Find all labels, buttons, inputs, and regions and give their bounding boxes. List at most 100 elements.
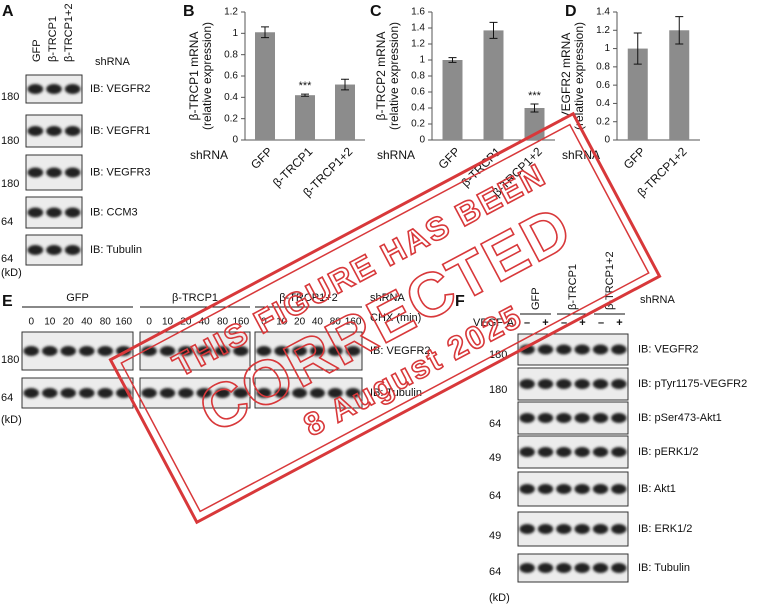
band [519, 447, 535, 457]
time-label: 40 [312, 317, 324, 328]
band [196, 388, 212, 398]
band [574, 447, 590, 457]
lane-title: shRNA [370, 292, 406, 304]
time-label: 0 [146, 317, 152, 328]
y-tick-label: 0.2 [224, 113, 238, 124]
blot-label: IB: Tubulin [638, 562, 690, 574]
error-bar [341, 78, 349, 91]
time-label: 20 [180, 317, 192, 328]
band [519, 524, 535, 534]
band [574, 379, 590, 389]
band [60, 346, 77, 356]
band [46, 126, 62, 136]
treatment-sign: + [542, 317, 548, 329]
band [64, 245, 81, 255]
time-label: 160 [115, 317, 132, 328]
y-tick-label: 0 [604, 135, 610, 146]
band [537, 413, 554, 423]
blot [21, 377, 134, 409]
y-tick-label: 0.6 [596, 80, 610, 91]
group-label: β-TRCP1 [172, 292, 218, 304]
band [611, 484, 627, 494]
bar [669, 30, 690, 141]
blot [139, 377, 251, 409]
time-label: 10 [44, 317, 56, 328]
blot [139, 331, 251, 371]
band [592, 344, 609, 355]
band [309, 388, 325, 398]
blot-label: IB: ERK1/2 [638, 523, 692, 535]
band [41, 346, 58, 356]
band [574, 484, 590, 494]
band [256, 388, 272, 398]
y-axis-label: (relative expression) [200, 22, 214, 130]
band [46, 167, 62, 178]
band [345, 346, 361, 356]
band [78, 346, 95, 356]
y-tick-label: 0.8 [411, 71, 425, 82]
lane-label: GFP [31, 39, 43, 62]
group-label: GFP [66, 292, 89, 304]
panel-label: F [455, 293, 465, 310]
band [327, 346, 343, 356]
mw-marker: 64 [489, 490, 501, 502]
bar [295, 95, 315, 140]
time-label: 160 [345, 317, 362, 328]
blot-label: IB: pSer473-Akt1 [638, 412, 722, 424]
blot [254, 331, 363, 371]
blot-label: IB: VEGFR1 [90, 125, 151, 137]
error-bar [301, 93, 309, 97]
bar [442, 60, 463, 140]
lane-title: shRNA [95, 56, 131, 68]
y-tick-label: 1 [232, 28, 238, 39]
y-tick-label: 1.6 [411, 7, 425, 18]
band [592, 447, 609, 457]
y-axis-label: VEGFR2 mRNA [559, 33, 573, 120]
y-tick-label: 1 [604, 43, 610, 54]
time-label: 80 [217, 317, 229, 328]
band [611, 344, 627, 355]
band [611, 524, 627, 534]
band [141, 388, 157, 398]
mw-marker: 180 [1, 91, 19, 103]
band [41, 388, 58, 398]
mw-marker: 64 [489, 566, 501, 578]
band [274, 346, 290, 356]
mw-marker: 64 [489, 418, 501, 430]
y-tick-label: 0 [232, 135, 238, 146]
band [64, 207, 81, 218]
band [233, 346, 249, 356]
time-label: 0 [261, 317, 267, 328]
band [519, 484, 535, 494]
band [46, 84, 62, 94]
band [611, 413, 627, 423]
band [64, 167, 81, 178]
unit-label: (kD) [1, 414, 22, 426]
band [537, 379, 554, 389]
treatment-sign: – [598, 317, 604, 329]
error-bar [448, 57, 457, 63]
x-axis-label: shRNA [377, 148, 415, 162]
stamp-border [108, 111, 662, 525]
band [327, 388, 343, 398]
blot [517, 511, 629, 547]
lane-label: β-TRCP1 [47, 16, 59, 62]
band [592, 379, 609, 389]
mw-marker: 64 [1, 253, 13, 265]
band [574, 524, 590, 534]
band [78, 388, 95, 398]
band [574, 344, 590, 355]
mw-marker: 64 [1, 392, 13, 404]
band [556, 484, 572, 494]
mw-marker: 64 [1, 216, 13, 228]
blot-label: IB: pTyr1175-VEGFR2 [638, 378, 747, 390]
band [214, 388, 231, 398]
y-tick-label: 1.4 [596, 7, 610, 18]
blot [254, 377, 363, 409]
group-label: β-TRCP1 [567, 264, 579, 310]
band [611, 447, 627, 457]
band [556, 379, 572, 389]
band [556, 344, 572, 355]
panel-label: A [2, 3, 14, 20]
